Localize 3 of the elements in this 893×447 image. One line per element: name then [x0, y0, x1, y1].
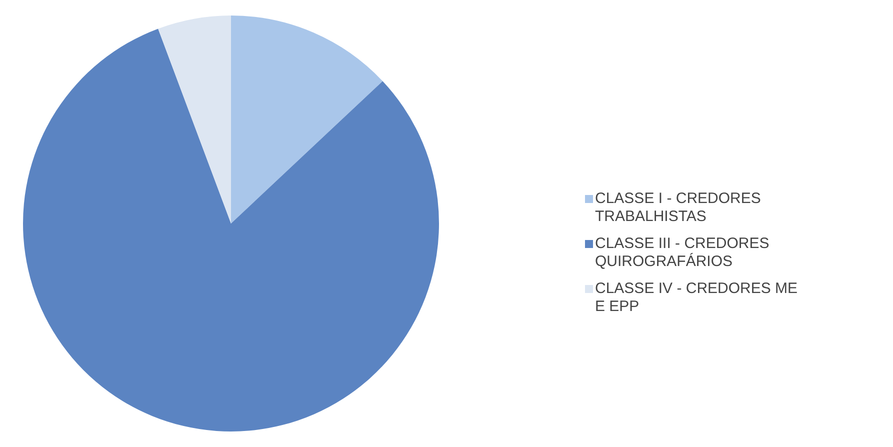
legend-label: CLASSE III - CREDORES QUIROGRAFÁRIOS	[595, 235, 770, 271]
legend-label: CLASSE IV - CREDORES ME E EPP	[595, 280, 799, 316]
legend-label: CLASSE I - CREDORES TRABALHISTAS	[595, 190, 762, 226]
